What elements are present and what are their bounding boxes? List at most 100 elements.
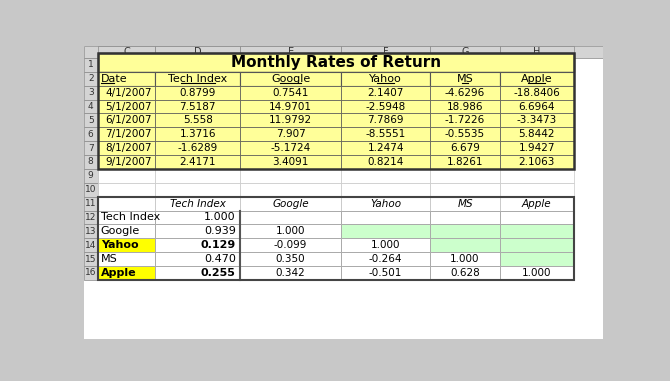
Text: -18.8406: -18.8406 [513,88,560,98]
Bar [84,197,98,210]
Bar [241,197,341,210]
Text: 5/1/2007: 5/1/2007 [105,102,152,112]
Text: Google: Google [100,226,140,236]
Bar [155,210,241,224]
Bar [241,155,341,169]
Text: Yahoo: Yahoo [100,240,139,250]
Bar [430,86,500,99]
Text: MS: MS [100,254,117,264]
Bar [155,169,241,183]
Bar [155,238,241,252]
Bar [500,72,574,86]
Bar [155,155,241,169]
Bar [341,155,430,169]
Text: 3: 3 [88,88,94,97]
Text: 0.342: 0.342 [276,268,306,278]
Bar [98,127,155,141]
Bar [98,197,155,210]
Bar [98,53,574,169]
Text: H: H [533,47,541,57]
Bar [430,86,500,99]
Bar [84,127,98,141]
Text: 3.4091: 3.4091 [273,157,309,167]
Bar [341,238,430,252]
Bar [84,99,98,114]
Bar [241,114,341,127]
Bar [241,252,341,266]
Bar [98,58,155,72]
Bar [500,141,574,155]
Bar [241,114,341,127]
Text: Yahoo: Yahoo [370,199,401,208]
Bar [155,224,241,238]
Text: 0.470: 0.470 [204,254,236,264]
Text: Tech Index: Tech Index [170,199,226,208]
Bar [155,114,241,127]
Bar [500,86,574,99]
Bar [341,224,430,238]
Bar [430,197,500,210]
Bar [241,141,341,155]
Bar [155,99,241,114]
Bar [430,224,500,238]
Bar [500,127,574,141]
Bar [430,155,500,169]
Bar [98,53,574,72]
Text: 16: 16 [85,268,96,277]
Bar [241,58,341,72]
Bar [241,252,341,266]
Text: 11: 11 [85,199,96,208]
Bar [241,86,341,99]
Text: 7/1/2007: 7/1/2007 [105,129,152,139]
Text: 10: 10 [85,185,96,194]
Bar [500,183,574,197]
Bar [500,210,574,224]
Bar [84,155,98,169]
Bar [241,238,341,252]
Bar [341,127,430,141]
Bar [98,46,155,58]
Bar [341,72,430,86]
Bar [155,86,241,99]
Text: Apple: Apple [521,74,553,84]
Bar [241,127,341,141]
Bar [98,252,155,266]
Bar [430,141,500,155]
Bar [155,72,241,86]
Text: 0.350: 0.350 [276,254,306,264]
Bar [155,252,241,266]
Text: 1.9427: 1.9427 [519,143,555,153]
Bar [84,141,98,155]
Bar [430,72,500,86]
Bar [84,238,98,252]
Bar [241,210,341,224]
Bar [98,210,155,224]
Text: 4/1/2007: 4/1/2007 [105,88,152,98]
Bar [84,114,98,127]
Bar [341,114,430,127]
Bar [155,127,241,141]
Text: 9: 9 [88,171,94,180]
Text: 1.000: 1.000 [204,213,236,223]
Bar [341,252,430,266]
Text: 14.9701: 14.9701 [269,102,312,112]
Bar [155,155,241,169]
Bar [341,99,430,114]
Text: 4: 4 [88,102,94,111]
Bar [98,238,155,252]
Text: Apple: Apple [100,268,137,278]
Bar [341,86,430,99]
Bar [500,127,574,141]
Bar [155,238,241,252]
Bar [430,72,500,86]
Bar [155,114,241,127]
Bar [241,266,341,280]
Bar [341,58,430,72]
Text: 12: 12 [85,213,96,222]
Bar [241,141,341,155]
Bar [430,114,500,127]
Text: -0.099: -0.099 [274,240,308,250]
Bar [341,210,430,224]
Bar [500,224,574,238]
Bar [341,72,430,86]
